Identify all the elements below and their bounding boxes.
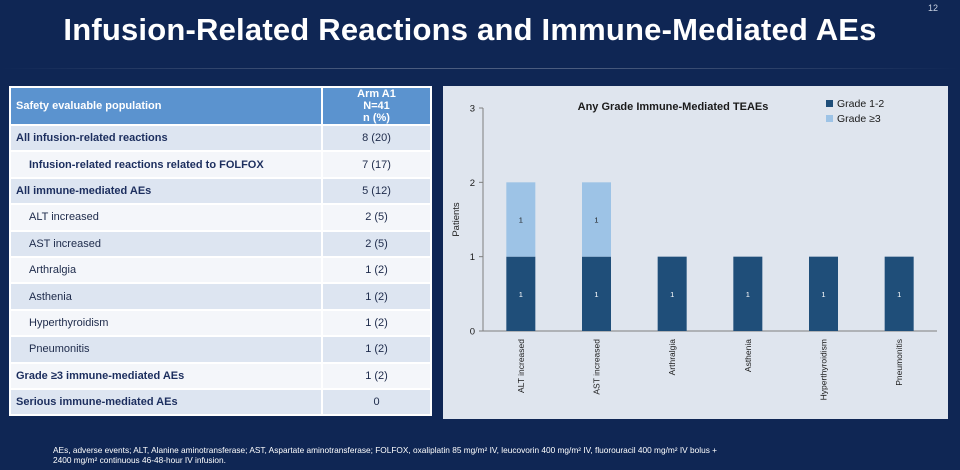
table-row: Asthenia 1 (2) bbox=[9, 282, 432, 311]
x-tick-label: Asthenia bbox=[743, 339, 753, 372]
chart-panel: Any Grade Immune-Mediated TEAEs 0 1 2 3 Patie… bbox=[443, 86, 948, 419]
chart-title: Any Grade Immune-Mediated TEAEs bbox=[578, 101, 769, 113]
stacked-bar-chart: Any Grade Immune-Mediated TEAEs 0 1 2 3 Patie… bbox=[451, 98, 937, 400]
y-tick-label: 2 bbox=[470, 178, 475, 189]
x-tick-label: Hyperthyroidism bbox=[819, 339, 829, 400]
table-row: Grade ≥3 immune-mediated AEs 1 (2) bbox=[9, 361, 432, 390]
row-label: Infusion-related reactions related to FO… bbox=[9, 150, 323, 179]
row-value: 1 (2) bbox=[321, 282, 432, 311]
page-title: Infusion-Related Reactions and Immune-Me… bbox=[63, 12, 877, 47]
row-value: 7 (17) bbox=[321, 150, 432, 179]
row-label: All infusion-related reactions bbox=[9, 123, 323, 153]
bar-data-label: 1 bbox=[746, 290, 750, 299]
header-arm-n: N=41 bbox=[363, 100, 390, 112]
legend-swatch-1 bbox=[826, 115, 833, 122]
safety-table: Safety evaluable population Arm A1 N=41 … bbox=[9, 86, 432, 417]
table-header-row: Safety evaluable population Arm A1 N=41 … bbox=[9, 86, 432, 126]
safety-table-container: Safety evaluable population Arm A1 N=41 … bbox=[9, 86, 432, 417]
row-value: 0 bbox=[321, 387, 432, 417]
x-tick-label: Arthralgia bbox=[667, 339, 677, 376]
x-tick-label: ALT increased bbox=[516, 339, 526, 393]
header-population-label: Safety evaluable population bbox=[9, 86, 323, 126]
table-row: Pneumonitis 1 (2) bbox=[9, 335, 432, 364]
table-row: Arthralgia 1 (2) bbox=[9, 255, 432, 285]
bar-data-label: 1 bbox=[594, 290, 598, 299]
table-row: Hyperthyroidism 1 (2) bbox=[9, 308, 432, 338]
bar-segment-grade-3-plus bbox=[582, 182, 611, 257]
header-arm: Arm A1 N=41 n (%) bbox=[321, 86, 432, 126]
row-label: Hyperthyroidism bbox=[9, 308, 323, 338]
row-value: 1 (2) bbox=[321, 255, 432, 285]
row-label: Arthralgia bbox=[9, 255, 323, 285]
row-label: Asthenia bbox=[9, 282, 323, 311]
row-label: Grade ≥3 immune-mediated AEs bbox=[9, 361, 323, 390]
bar-segment-grade-1-2 bbox=[657, 256, 687, 331]
bar-data-label: 1 bbox=[519, 216, 523, 225]
bar-segment-grade-1-2 bbox=[506, 256, 536, 331]
row-value: 2 (5) bbox=[321, 203, 432, 232]
bar-segment-grade-1-2 bbox=[809, 256, 838, 331]
y-tick-label: 0 bbox=[470, 327, 475, 338]
legend-label-0: Grade 1-2 bbox=[837, 98, 884, 110]
table-row: Infusion-related reactions related to FO… bbox=[9, 150, 432, 179]
y-tick-label: 3 bbox=[470, 104, 475, 115]
table-row: Serious immune-mediated AEs 0 bbox=[9, 387, 432, 417]
legend-label-1: Grade ≥3 bbox=[837, 113, 881, 125]
row-value: 1 (2) bbox=[321, 361, 432, 390]
header-arm-unit: n (%) bbox=[363, 112, 390, 124]
footnote: AEs, adverse events; ALT, Alanine aminot… bbox=[53, 445, 933, 465]
row-value: 5 (12) bbox=[321, 176, 432, 206]
footnote-line-1: AEs, adverse events; ALT, Alanine aminot… bbox=[53, 445, 717, 455]
bar-data-label: 1 bbox=[519, 290, 523, 299]
legend-swatch-0 bbox=[826, 100, 833, 107]
row-value: 2 (5) bbox=[321, 229, 432, 258]
bar-data-label: 1 bbox=[670, 290, 674, 299]
row-value: 1 (2) bbox=[321, 335, 432, 364]
y-axis-label: Patients bbox=[451, 202, 462, 237]
row-value: 1 (2) bbox=[321, 308, 432, 338]
row-label: ALT increased bbox=[9, 203, 323, 232]
table-row: All infusion-related reactions 8 (20) bbox=[9, 123, 432, 153]
row-label: AST increased bbox=[9, 229, 323, 258]
bar-data-label: 1 bbox=[594, 216, 598, 225]
bar-data-label: 1 bbox=[821, 290, 825, 299]
slide-number: 12 bbox=[927, 3, 938, 13]
bar-segment-grade-3-plus bbox=[506, 182, 536, 257]
row-label: Pneumonitis bbox=[9, 335, 323, 364]
bar-segment-grade-1-2 bbox=[733, 256, 763, 331]
title-divider bbox=[0, 68, 960, 69]
table-row: All immune-mediated AEs 5 (12) bbox=[9, 176, 432, 206]
bar-segment-grade-1-2 bbox=[884, 256, 914, 331]
table-row: AST increased 2 (5) bbox=[9, 229, 432, 258]
x-tick-label: AST increased bbox=[592, 339, 602, 395]
row-label: All immune-mediated AEs bbox=[9, 176, 323, 206]
x-tick-label: Pneumonitis bbox=[894, 339, 904, 386]
bar-data-label: 1 bbox=[897, 290, 901, 299]
row-value: 8 (20) bbox=[321, 123, 432, 153]
header-arm-name: Arm A1 bbox=[357, 88, 396, 100]
row-label: Serious immune-mediated AEs bbox=[9, 387, 323, 417]
table-row: ALT increased 2 (5) bbox=[9, 203, 432, 232]
y-tick-label: 1 bbox=[470, 252, 475, 263]
bar-segment-grade-1-2 bbox=[582, 256, 611, 331]
footnote-line-2: 2400 mg/m² continuous 46-48-hour IV infu… bbox=[53, 455, 226, 465]
